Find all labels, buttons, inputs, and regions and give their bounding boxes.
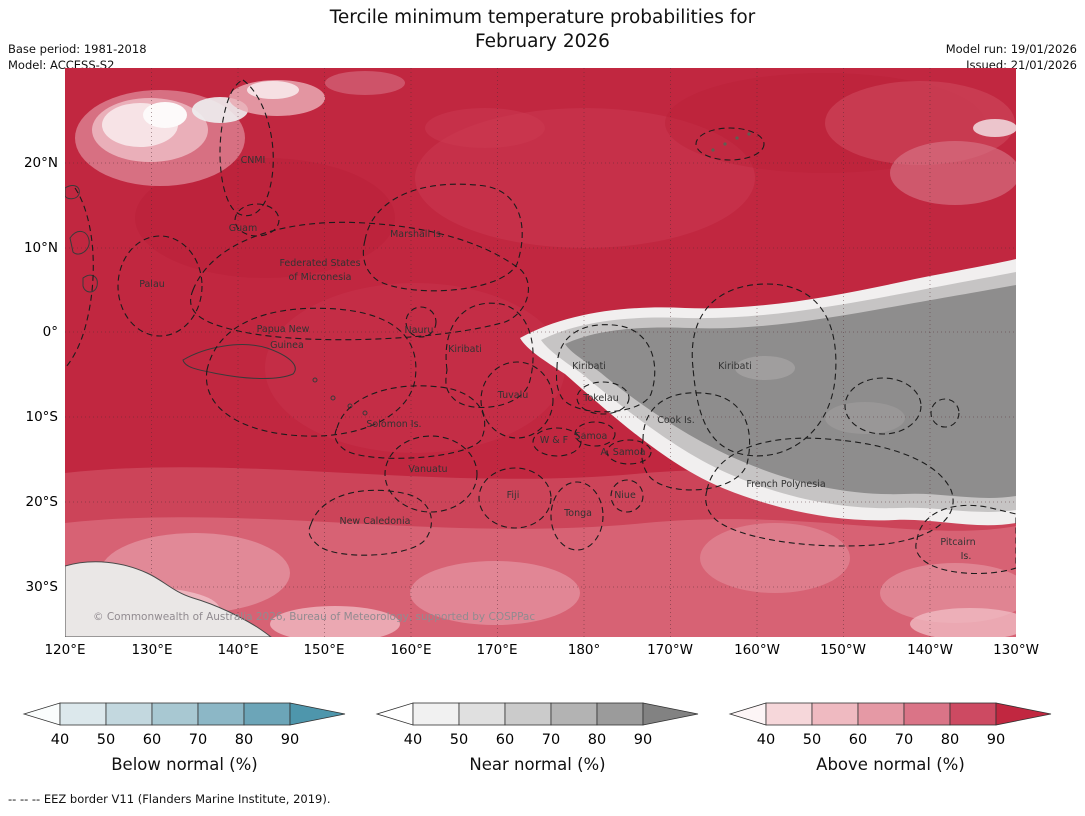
below-normal-ticks: 40 50 60 70 80 90	[22, 732, 347, 752]
label-american-samoa: A. Samoa	[600, 447, 645, 458]
near-normal-ticks: 40 50 60 70 80 90	[375, 732, 700, 752]
page-title-line2: February 2026	[475, 31, 610, 53]
copyright-text: © Commonwealth of Australia 2026, Bureau…	[93, 611, 535, 623]
x-axis-tick: 170°W	[647, 642, 693, 658]
tick-label: 80	[587, 732, 607, 748]
tick-label: 40	[756, 732, 776, 748]
x-axis-tick: 180°	[567, 642, 601, 658]
label-samoa: Samoa	[575, 431, 608, 442]
label-niue: Niue	[614, 490, 636, 501]
grid-lines	[65, 68, 1016, 637]
label-fiji: Fiji	[507, 490, 520, 501]
tick-label: 90	[986, 732, 1006, 748]
y-axis-tick: 20°S	[25, 494, 59, 510]
near-normal-title: Near normal (%)	[469, 755, 606, 774]
above-normal-colorbar	[728, 702, 1052, 726]
x-axis-tick: 140°E	[217, 642, 259, 658]
tick-label: 60	[848, 732, 868, 748]
label-kiribati-phoenix: Kiribati	[572, 361, 606, 372]
label-vanuatu: Vanuatu	[408, 464, 447, 475]
pacific-probability-map: CNMI Guam Marshall Is. Federated States …	[64, 68, 1030, 642]
tick-label: 50	[449, 732, 469, 748]
label-png-line1: Papua New	[257, 324, 310, 335]
model-run-text: Model run: 19/01/2026	[945, 42, 1077, 56]
eez-borders	[64, 79, 1017, 575]
y-axis-tick: 10°S	[25, 409, 59, 425]
tick-label: 80	[234, 732, 254, 748]
below-normal-title: Below normal (%)	[111, 755, 258, 774]
near-normal-colorbar	[375, 702, 699, 726]
label-fsm-line1: Federated States	[279, 258, 360, 269]
label-kiribati-line: Kiribati	[718, 361, 752, 372]
above-normal-ticks: 40 50 60 70 80 90	[728, 732, 1053, 752]
x-axis-tick: 130°E	[131, 642, 173, 658]
map-shading	[65, 71, 1030, 642]
label-cnmi: CNMI	[241, 155, 266, 166]
y-axis-tick: 20°N	[23, 155, 58, 171]
y-axis-tick: 0°	[42, 324, 58, 340]
page-title-line1: Tercile minimum temperature probabilitie…	[329, 7, 756, 28]
tick-label: 60	[142, 732, 162, 748]
label-guam: Guam	[229, 223, 257, 234]
x-axis-tick: 160°E	[390, 642, 432, 658]
y-axis-tick: 30°S	[25, 579, 59, 595]
tick-label: 40	[403, 732, 423, 748]
tick-label: 50	[96, 732, 116, 748]
eez-footnote: -- -- -- EEZ border V11 (Flanders Marine…	[8, 792, 331, 806]
tick-label: 80	[940, 732, 960, 748]
label-fsm-line2: of Micronesia	[288, 272, 351, 283]
label-marshall-is: Marshall Is.	[390, 229, 444, 240]
label-kiribati-gilbert: Kiribati	[448, 344, 482, 355]
label-solomon-is: Solomon Is.	[366, 419, 421, 430]
label-french-polynesia: French Polynesia	[746, 479, 825, 490]
label-pitcairn-line1: Pitcairn	[940, 537, 975, 548]
x-axis-tick: 120°E	[44, 642, 86, 658]
hawaii-islands	[711, 132, 751, 152]
x-axis-tick: 150°E	[303, 642, 345, 658]
legend-above-normal: 40 50 60 70 80 90 Above normal (%)	[728, 701, 1053, 774]
above-normal-title: Above normal (%)	[816, 755, 965, 774]
tick-label: 70	[894, 732, 914, 748]
legend-near-normal: 40 50 60 70 80 90 Near normal (%)	[375, 701, 700, 774]
map-labels: CNMI Guam Marshall Is. Federated States …	[139, 155, 975, 562]
label-wallis-futuna: W & F	[540, 435, 568, 446]
tick-label: 90	[633, 732, 653, 748]
label-palau: Palau	[139, 279, 165, 290]
legend-below-normal: 40 50 60 70 80 90 Below normal (%)	[22, 701, 347, 774]
tick-label: 70	[188, 732, 208, 748]
below-normal-colorbar	[22, 702, 346, 726]
label-tonga: Tonga	[563, 508, 592, 519]
x-axis-tick: 170°E	[476, 642, 518, 658]
x-axis-tick: 160°W	[734, 642, 780, 658]
tick-label: 70	[541, 732, 561, 748]
map-canvas: CNMI Guam Marshall Is. Federated States …	[64, 68, 1030, 642]
x-axis-tick: 130°W	[993, 642, 1039, 658]
x-axis-tick: 140°W	[907, 642, 953, 658]
tick-label: 40	[50, 732, 70, 748]
base-period-text: Base period: 1981-2018	[8, 42, 147, 56]
tick-label: 60	[495, 732, 515, 748]
label-tuvalu: Tuvalu	[497, 390, 529, 401]
label-nauru: Nauru	[405, 325, 434, 336]
tick-label: 50	[802, 732, 822, 748]
label-pitcairn-line2: Is.	[961, 551, 972, 562]
page-title: Tercile minimum temperature probabilitie…	[0, 6, 1085, 55]
label-tokelau: Tokelau	[582, 393, 619, 404]
y-axis-tick: 10°N	[23, 240, 58, 256]
label-png-line2: Guinea	[270, 340, 304, 351]
tick-label: 90	[280, 732, 300, 748]
x-axis-tick: 150°W	[820, 642, 866, 658]
label-new-caledonia: New Caledonia	[339, 516, 410, 527]
label-cook-is: Cook Is.	[657, 415, 695, 426]
